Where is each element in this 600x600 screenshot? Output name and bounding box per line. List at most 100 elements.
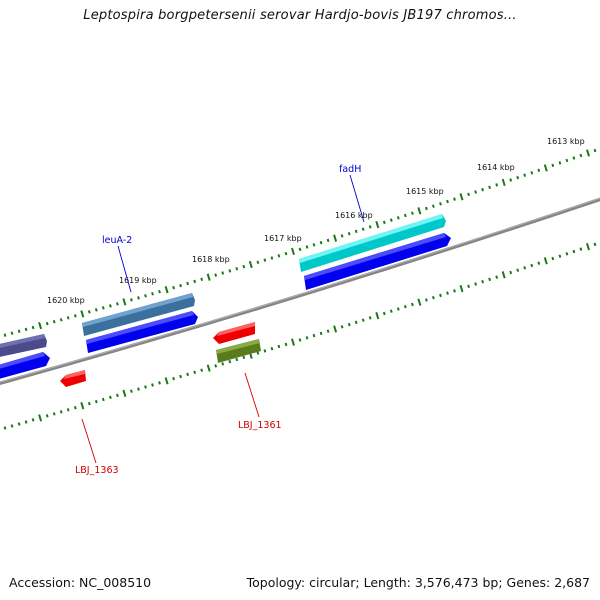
- lower-scale-minor-tick: [10, 424, 14, 428]
- feature-cds-arrow-left[interactable]: [0, 352, 50, 380]
- upper-scale-minor-tick: [347, 231, 351, 236]
- feature-fadH-cyan[interactable]: [299, 214, 446, 272]
- lower-scale-major-tick: [459, 284, 464, 293]
- leader-line-leuA2: [117, 245, 132, 293]
- lower-scale-minor-tick: [3, 426, 7, 430]
- lower-scale-minor-tick: [186, 372, 189, 377]
- genome-backbone: [0, 197, 600, 386]
- lower-scale-minor-tick: [530, 263, 534, 268]
- lower-scale-minor-tick: [558, 254, 562, 258]
- lower-scale-minor-tick: [116, 393, 119, 398]
- lower-scale-minor-tick: [235, 357, 239, 362]
- upper-scale-major-tick: [122, 298, 127, 306]
- lower-scale-minor-tick: [509, 270, 513, 275]
- upper-scale-minor-tick: [474, 190, 477, 194]
- lower-scale-minor-tick: [572, 249, 576, 254]
- lower-scale-minor-tick: [109, 395, 112, 400]
- lower-scale-minor-tick: [481, 279, 484, 284]
- lower-scale-major-tick: [122, 389, 127, 397]
- lower-scale-minor-tick: [284, 342, 288, 347]
- upper-scale-minor-tick: [565, 158, 569, 163]
- feature-red-arrow-lbj1363[interactable]: [60, 370, 86, 387]
- upper-scale-minor-tick: [144, 294, 147, 298]
- lower-scale-minor-tick: [403, 304, 407, 309]
- lower-scale-minor-tick: [17, 422, 21, 426]
- upper-scale-minor-tick: [432, 204, 435, 208]
- upper-scale-minor-tick: [403, 213, 407, 218]
- upper-scale-minor-tick: [530, 171, 534, 175]
- feature-olive-lbj1361[interactable]: [216, 339, 261, 363]
- lower-scale-minor-tick: [73, 405, 77, 410]
- upper-scale-major-tick: [333, 234, 338, 242]
- lower-scale-major-tick: [501, 271, 506, 279]
- lower-scale-minor-tick: [565, 252, 569, 256]
- lower-scale-major-tick: [164, 377, 169, 385]
- lower-scale-minor-tick: [200, 368, 204, 372]
- lower-scale-minor-tick: [432, 295, 435, 300]
- lower-scale-major-tick: [417, 298, 422, 306]
- upper-scale-minor-tick: [31, 325, 35, 330]
- gene-label-fadH[interactable]: fadH: [339, 164, 361, 175]
- tick-label-1617: 1617 kbp: [264, 234, 302, 243]
- upper-scale-minor-tick: [453, 197, 456, 201]
- upper-scale-major-tick: [459, 193, 464, 201]
- upper-scale-minor-tick: [277, 254, 281, 258]
- lower-scale-minor-tick: [593, 242, 597, 247]
- lower-scale-minor-tick: [425, 298, 428, 302]
- feature-far-left-slate[interactable]: [0, 334, 47, 358]
- tick-label-1615: 1615 kbp: [406, 187, 444, 196]
- lower-scale-minor-tick: [130, 389, 133, 393]
- map-title: Leptospira borgpetersenii serovar Hardjo…: [83, 8, 517, 23]
- lower-scale-minor-tick: [312, 333, 316, 338]
- gene-label-lbj1361[interactable]: LBJ_1361: [238, 420, 282, 431]
- tick-label-1619: 1619 kbp: [119, 276, 157, 285]
- feature-leuA2-steelblue[interactable]: [82, 293, 195, 336]
- lower-scale-major-tick: [543, 257, 548, 265]
- lower-scale-minor-tick: [389, 309, 393, 313]
- upper-scale-minor-tick: [509, 178, 513, 182]
- upper-scale-major-tick: [291, 247, 295, 256]
- lower-scale-minor-tick: [94, 399, 98, 404]
- lower-scale-minor-tick: [263, 349, 267, 353]
- upper-scale-minor-tick: [389, 218, 393, 222]
- lower-scale-minor-tick: [453, 289, 456, 293]
- upper-scale-minor-tick: [361, 227, 365, 231]
- lower-scale-minor-tick: [158, 381, 161, 385]
- feature-red-arrow-lbj1361[interactable]: [213, 322, 255, 344]
- upper-scale-minor-tick: [368, 225, 372, 229]
- feature-cds-arrow-middle[interactable]: [86, 311, 198, 353]
- upper-scale-major-tick: [501, 178, 506, 187]
- upper-scale-minor-tick: [537, 168, 541, 173]
- upper-scale-minor-tick: [326, 238, 330, 243]
- upper-scale-minor-tick: [116, 302, 119, 306]
- upper-scale-minor-tick: [558, 161, 562, 165]
- lower-scale-minor-tick: [270, 346, 274, 351]
- gene-label-lbj1363[interactable]: LBJ_1363: [75, 465, 119, 476]
- upper-scale-minor-tick: [411, 211, 414, 215]
- upper-scale-major-tick: [164, 286, 169, 294]
- upper-scale-major-tick: [417, 207, 422, 215]
- upper-scale-minor-tick: [354, 229, 358, 234]
- upper-scale-minor-tick: [488, 185, 491, 190]
- lower-scale-minor-tick: [305, 336, 309, 340]
- lower-scale-minor-tick: [396, 307, 400, 311]
- lower-scale-minor-tick: [467, 284, 470, 289]
- lower-scale-minor-tick: [137, 387, 140, 391]
- footer-info: Topology: circular; Length: 3,576,473 bp…: [246, 575, 590, 590]
- upper-scale-minor-tick: [87, 310, 91, 314]
- upper-scale-minor-tick: [130, 298, 133, 302]
- lower-scale-major-tick: [291, 338, 295, 346]
- lower-scale-major-tick: [80, 402, 85, 410]
- lower-scale-minor-tick: [523, 266, 527, 270]
- upper-scale-minor-tick: [186, 281, 189, 286]
- upper-scale-minor-tick: [24, 327, 28, 332]
- lower-scale-minor-tick: [298, 338, 302, 342]
- tick-label-1616: 1616 kbp: [335, 211, 373, 220]
- lower-scale-minor-tick: [24, 420, 28, 424]
- tick-label-1613: 1613 kbp: [547, 137, 585, 146]
- upper-scale-minor-tick: [396, 216, 400, 220]
- lower-scale-minor-tick: [326, 329, 330, 333]
- lower-scale-minor-tick: [474, 282, 477, 286]
- feature-cds-arrow-right[interactable]: [304, 233, 451, 290]
- gene-label-leuA2[interactable]: leuA-2: [102, 235, 132, 246]
